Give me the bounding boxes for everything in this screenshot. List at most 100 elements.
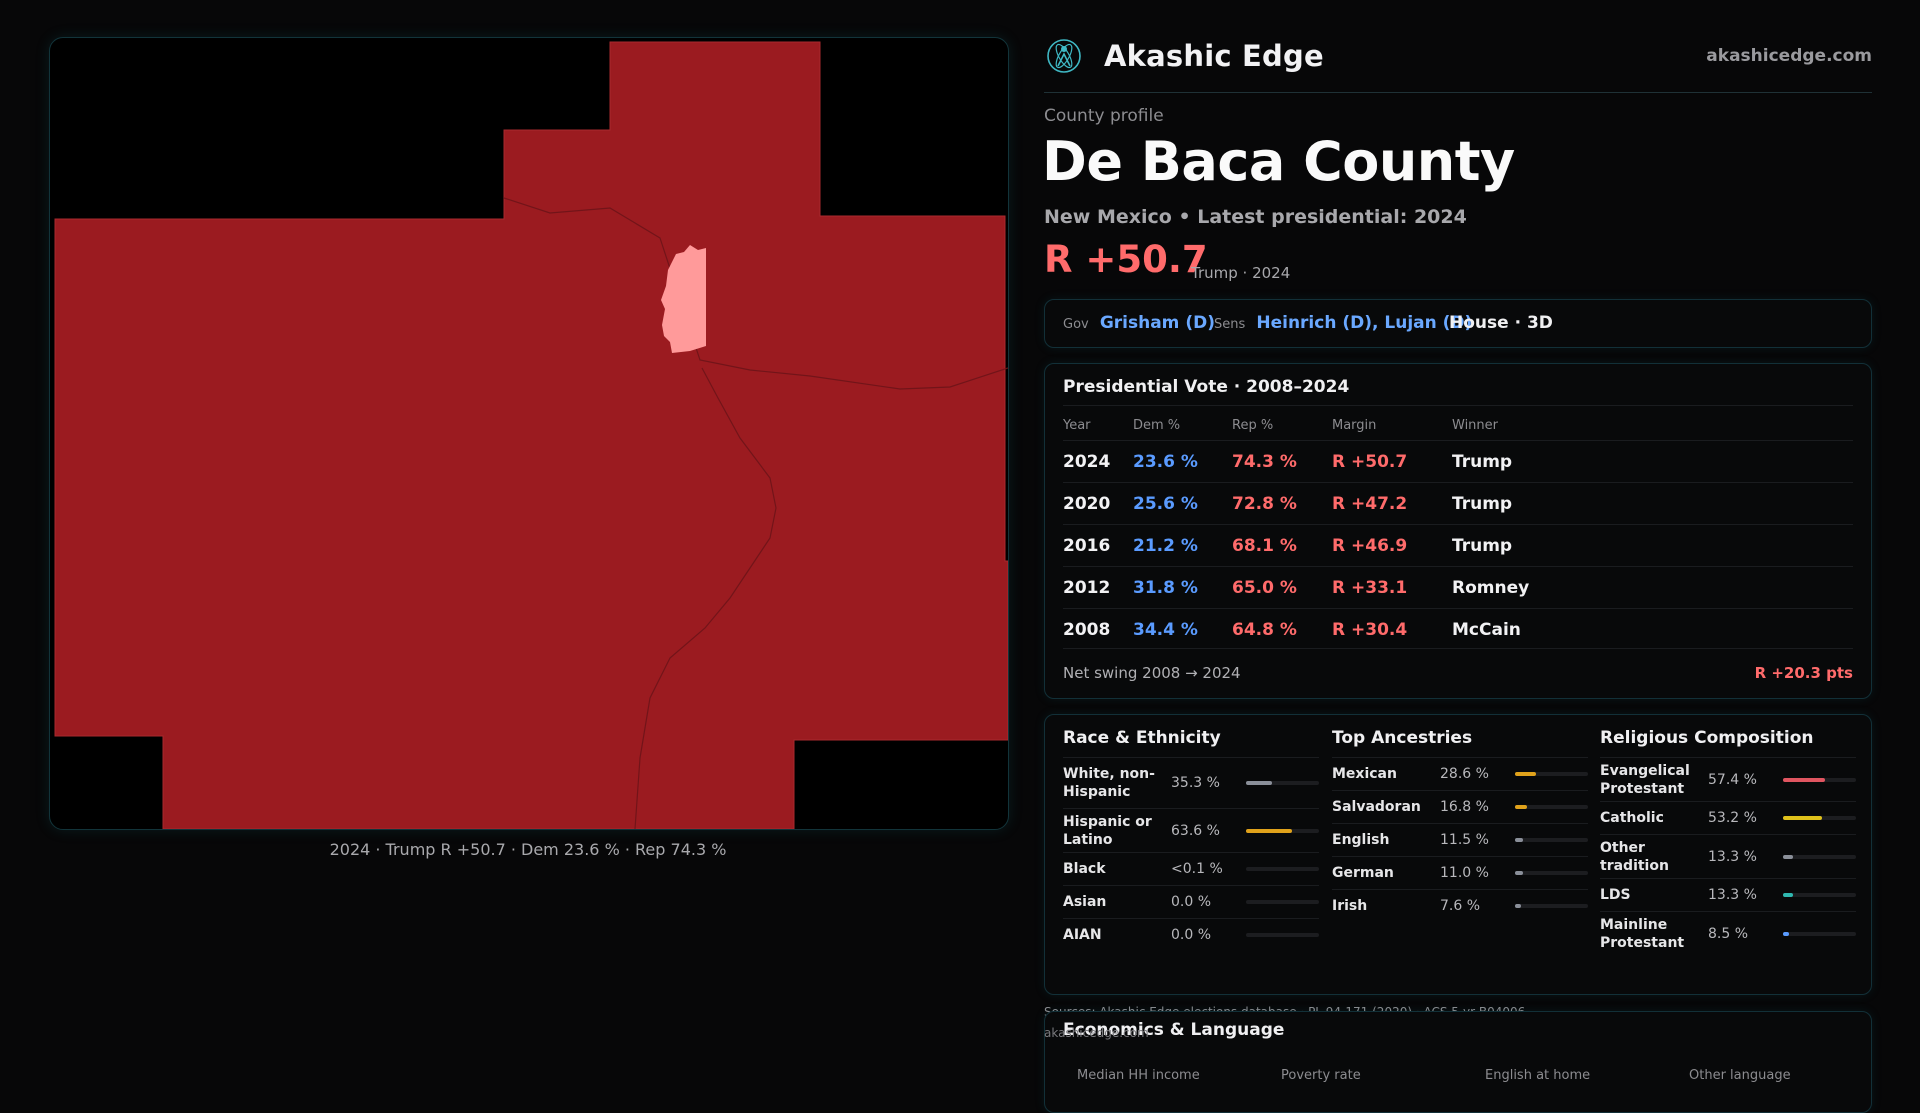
app-title[interactable]: Akashic Edge xyxy=(1104,39,1324,73)
item-value: 7.6 % xyxy=(1440,898,1481,914)
item-label: Mainline Protestant xyxy=(1600,916,1685,951)
county-shape-region[interactable] xyxy=(54,41,1008,829)
county-map[interactable] xyxy=(49,37,1009,830)
county-subtitle: New Mexico • Latest presidential: 2024 xyxy=(1044,206,1467,228)
item-bar-fill xyxy=(1783,854,1793,859)
row-winner: Romney xyxy=(1452,578,1530,598)
row-year: 2020 xyxy=(1063,494,1111,514)
net-swing-label: Net swing 2008 → 2024 xyxy=(1063,664,1241,682)
list-item[interactable]: Irish 7.6 % xyxy=(1332,889,1588,922)
county-map-svg[interactable] xyxy=(50,38,1008,829)
item-bar xyxy=(1246,900,1319,904)
item-label: English xyxy=(1332,832,1390,848)
item-value: 0.0 % xyxy=(1171,894,1212,910)
item-bar xyxy=(1246,781,1319,785)
col-rep[interactable]: Rep % xyxy=(1232,418,1274,433)
site-link[interactable]: akashicedge.com xyxy=(1706,46,1872,66)
senators-link[interactable]: Heinrich (D), Lujan (D) xyxy=(1256,313,1473,333)
item-bar xyxy=(1246,933,1319,937)
item-label: AIAN xyxy=(1063,927,1102,943)
row-year: 2024 xyxy=(1063,452,1111,472)
item-bar xyxy=(1783,893,1856,897)
item-value: 16.8 % xyxy=(1440,799,1489,815)
item-bar xyxy=(1783,777,1856,782)
item-label: Black xyxy=(1063,861,1106,877)
col-winner[interactable]: Winner xyxy=(1452,418,1499,433)
presidential-vote-table: Year Dem % Rep % Margin Winner 2024 23.6… xyxy=(1063,405,1853,650)
senators-key: Sens xyxy=(1214,317,1246,332)
item-bar-fill xyxy=(1783,931,1790,936)
row-rep: 68.1 % xyxy=(1232,536,1297,556)
table-row[interactable]: 2024 23.6 % 74.3 % R +50.7 Trump xyxy=(1063,440,1853,482)
item-bar xyxy=(1515,838,1588,842)
item-value: 35.3 % xyxy=(1171,775,1220,791)
col-median-income: Median HH income xyxy=(1077,1068,1200,1083)
county-border-lines xyxy=(503,197,1008,829)
col-dem[interactable]: Dem % xyxy=(1133,418,1181,433)
list-item[interactable]: Hispanic or Latino 63.6 % xyxy=(1063,808,1319,852)
list-item[interactable]: White, non-Hispanic 35.3 % xyxy=(1063,757,1319,808)
table-row[interactable]: 2016 21.2 % 68.1 % R +46.9 Trump xyxy=(1063,524,1853,566)
ancestry-list: Mexican 28.6 % Salvadoran 16.8 % English 11.5… xyxy=(1332,757,1588,922)
item-bar-fill xyxy=(1246,828,1293,833)
item-value: 28.6 % xyxy=(1440,766,1489,782)
row-rep: 65.0 % xyxy=(1232,578,1297,598)
col-english-at-home: English at home xyxy=(1485,1068,1591,1083)
item-bar-fill xyxy=(1515,871,1524,875)
presidential-vote-title: Presidential Vote · 2008–2024 xyxy=(1063,377,1350,397)
item-label: Salvadoran xyxy=(1332,799,1421,815)
list-item[interactable]: Other tradition 13.3 % xyxy=(1600,834,1856,878)
atom-person-icon[interactable] xyxy=(1046,38,1082,74)
item-bar-fill xyxy=(1783,777,1825,782)
headline-margin: R +50.7 xyxy=(1044,238,1208,281)
col-margin[interactable]: Margin xyxy=(1332,418,1377,433)
list-item[interactable]: Evangelical Protestant 57.4 % xyxy=(1600,757,1856,801)
item-value: 8.5 % xyxy=(1708,925,1749,942)
row-dem: 34.4 % xyxy=(1133,620,1198,640)
table-row[interactable]: 2020 25.6 % 72.8 % R +47.2 Trump xyxy=(1063,482,1853,524)
list-item[interactable]: Asian 0.0 % xyxy=(1063,885,1319,918)
item-bar xyxy=(1515,805,1588,809)
item-bar-fill xyxy=(1515,904,1521,908)
row-margin: R +46.9 xyxy=(1332,536,1408,556)
row-winner: Trump xyxy=(1452,536,1513,556)
item-bar-fill xyxy=(1515,772,1536,776)
item-bar xyxy=(1515,772,1588,776)
item-bar xyxy=(1246,867,1319,871)
item-value: 11.5 % xyxy=(1440,832,1489,848)
governor-link[interactable]: Grisham (D) xyxy=(1099,313,1215,333)
de-baca-county-highlight[interactable] xyxy=(661,245,706,353)
row-dem: 25.6 % xyxy=(1133,494,1198,514)
list-item[interactable]: English 11.5 % xyxy=(1332,823,1588,856)
profile-label: County profile xyxy=(1044,106,1164,126)
list-item[interactable]: Catholic 53.2 % xyxy=(1600,801,1856,834)
item-bar-fill xyxy=(1246,781,1272,785)
economics-card: Economics & Language Median HH income Po… xyxy=(1044,1011,1872,1113)
item-label: German xyxy=(1332,865,1394,881)
house-district-label[interactable]: House · 3D xyxy=(1449,313,1553,333)
list-item[interactable]: Mexican 28.6 % xyxy=(1332,757,1588,790)
item-value: 0.0 % xyxy=(1171,927,1212,943)
list-item[interactable]: AIAN 0.0 % xyxy=(1063,918,1319,951)
row-winner: Trump xyxy=(1452,494,1513,514)
table-row[interactable]: 2008 34.4 % 64.8 % R +30.4 McCain xyxy=(1063,608,1853,650)
list-item[interactable]: Mainline Protestant 8.5 % xyxy=(1600,911,1856,955)
item-label: Catholic xyxy=(1600,810,1664,826)
row-winner: Trump xyxy=(1452,452,1513,472)
table-header: Year Dem % Rep % Margin Winner xyxy=(1063,405,1853,440)
row-margin: R +30.4 xyxy=(1332,620,1408,640)
item-bar xyxy=(1783,816,1856,820)
item-bar xyxy=(1246,828,1319,833)
col-year[interactable]: Year xyxy=(1063,418,1091,433)
row-winner: McCain xyxy=(1452,620,1521,640)
item-label: Mexican xyxy=(1332,766,1397,782)
item-bar xyxy=(1783,931,1856,936)
row-rep: 74.3 % xyxy=(1232,452,1297,472)
race-ethnicity-list: White, non-Hispanic 35.3 % Hispanic or Lat… xyxy=(1063,757,1319,951)
list-item[interactable]: Salvadoran 16.8 % xyxy=(1332,790,1588,823)
list-item[interactable]: German 11.0 % xyxy=(1332,856,1588,889)
list-item[interactable]: LDS 13.3 % xyxy=(1600,878,1856,911)
table-row[interactable]: 2012 31.8 % 65.0 % R +33.1 Romney xyxy=(1063,566,1853,608)
list-item[interactable]: Black <0.1 % xyxy=(1063,852,1319,885)
item-bar-fill xyxy=(1783,816,1822,820)
